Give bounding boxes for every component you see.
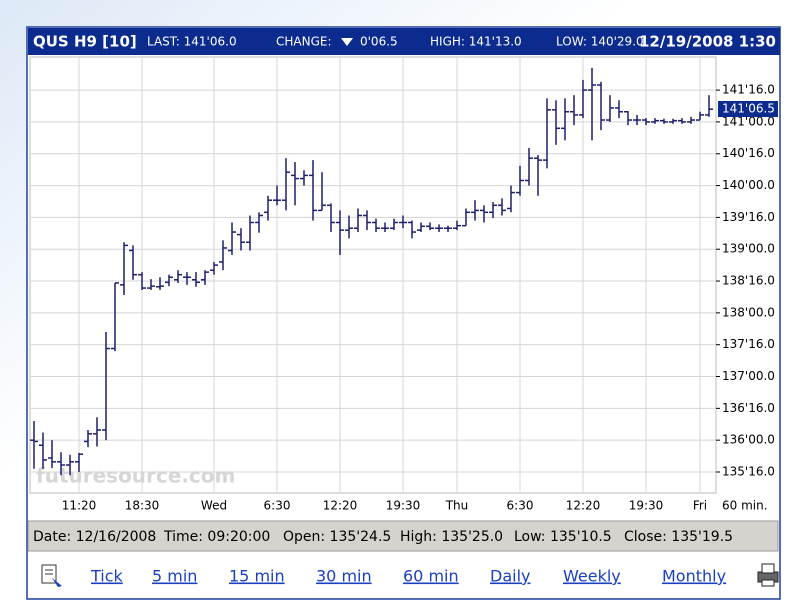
- x-tick-label: Thu: [445, 499, 469, 513]
- nav-link[interactable]: Monthly: [662, 567, 726, 586]
- nav-link[interactable]: Daily: [490, 567, 530, 586]
- datetime: 12/19/2008 1:30: [639, 33, 776, 51]
- high: HIGH: 141'13.0: [430, 35, 522, 49]
- interval: 60 min.: [722, 499, 768, 513]
- x-tick-label: 11:20: [62, 499, 97, 513]
- last: LAST: 141'06.0: [147, 35, 237, 49]
- nav-link[interactable]: Weekly: [563, 567, 621, 586]
- y-tick-label: 138'00.0: [722, 305, 775, 319]
- y-tick-label: 138'16.0: [722, 274, 775, 288]
- y-tick-label: 136'00.0: [722, 433, 775, 447]
- low: LOW: 140'29.0: [556, 35, 644, 49]
- info-field: High: 135'25.0: [400, 529, 503, 545]
- x-tick-label: 6:30: [264, 499, 291, 513]
- y-tick-label: 139'00.0: [722, 242, 775, 256]
- y-tick-label: 139'16.0: [722, 210, 775, 224]
- nav-link[interactable]: 15 min: [229, 567, 285, 586]
- y-tick-label: 137'16.0: [722, 337, 775, 351]
- y-tick-label: 136'16.0: [722, 401, 775, 415]
- y-tick-label: 140'16.0: [722, 146, 775, 160]
- info-field: Close: 135'19.5: [624, 529, 733, 545]
- x-tick-label: 18:30: [125, 499, 160, 513]
- print-icon[interactable]: [757, 563, 779, 587]
- down-arrow: [341, 38, 353, 46]
- info-field: Open: 135'24.5: [283, 529, 391, 545]
- y-tick-label: 141'00.0: [722, 114, 775, 128]
- info: Date: 12/16/2008 Time: 09:20:00 Open: 135'…: [33, 529, 733, 545]
- y-tick-label: 141'16.0: [722, 83, 775, 97]
- nav-link[interactable]: 30 min: [316, 567, 372, 586]
- x-tick-label: Fri: [693, 499, 707, 513]
- x-tick-label: 19:30: [386, 499, 421, 513]
- nav-link[interactable]: Tick: [90, 567, 124, 586]
- change: 0'06.5: [360, 35, 398, 49]
- info-field: Date: 12/16/2008: [33, 529, 156, 545]
- info-bar: [27, 520, 779, 552]
- grid: 135'16.0 136'00.0 136'16.0 137'00.0 137'16.0…: [30, 57, 775, 513]
- last-price-label: 141'06.5: [722, 102, 775, 116]
- change-label: CHANGE:: [276, 35, 332, 49]
- nav-link[interactable]: 5 min: [152, 567, 197, 586]
- symbol: QUS H9 [10]: [33, 33, 137, 51]
- x-tick-label: 6:30: [507, 499, 534, 513]
- print-preview-icon[interactable]: [41, 564, 62, 587]
- y-tick-label: 137'00.0: [722, 369, 775, 383]
- header-bar: [28, 28, 780, 55]
- x-tick-label: Wed: [201, 499, 227, 513]
- x-tick-label: 19:30: [629, 499, 664, 513]
- watermark: futuresource.com: [36, 464, 235, 488]
- x-tick-label: 12:20: [566, 499, 601, 513]
- nav-link[interactable]: 60 min: [403, 567, 459, 586]
- nav: Tick 5 min 15 min 30 min 60 min Daily Weekly Mo…: [90, 567, 726, 586]
- y-tick-label: 140'00.0: [722, 178, 775, 192]
- last-price-tag: [718, 101, 778, 118]
- x-tick-label: 12:20: [323, 499, 358, 513]
- info-field: Low: 135'10.5: [514, 529, 612, 545]
- info-field: Time: 09:20:00: [163, 529, 270, 545]
- marks: 141'06.5: [30, 67, 778, 476]
- y-tick-label: 135'16.0: [722, 464, 775, 478]
